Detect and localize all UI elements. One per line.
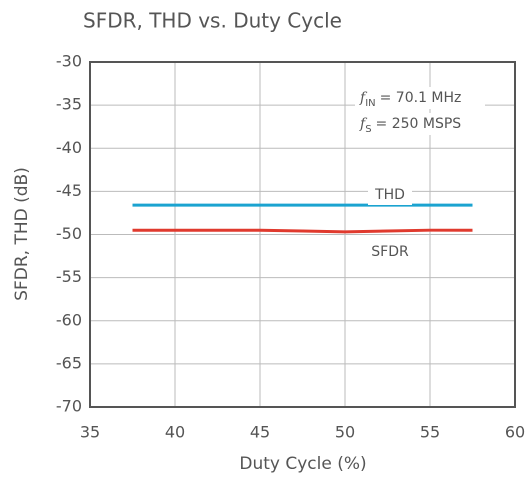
series-label: SFDR <box>371 244 409 260</box>
annotation-symbol: f <box>359 116 368 132</box>
plot-frame <box>89 61 516 408</box>
annotation: fIN = 70.1 MHz <box>359 90 461 109</box>
series-line <box>132 228 473 234</box>
annotation-text: = 250 MSPS <box>376 116 462 132</box>
x-tick-label: 55 <box>420 423 440 442</box>
y-tick-label: -40 <box>56 138 82 157</box>
annotation-sub: S <box>365 124 371 135</box>
y-tick-label: -35 <box>56 95 82 114</box>
y-tick-label: -45 <box>56 181 82 200</box>
annotation: fS = 250 MSPS <box>359 116 461 135</box>
annotation-bg <box>355 113 485 135</box>
y-axis-label: SFDR, THD (dB) <box>12 167 32 301</box>
x-tick-label: 45 <box>250 423 270 442</box>
x-axis-label: Duty Cycle (%) <box>239 454 366 474</box>
x-tick-label: 60 <box>505 423 525 442</box>
y-tick-label: -65 <box>56 353 82 372</box>
chart-title: SFDR, THD vs. Duty Cycle <box>83 9 342 33</box>
annotation-text: = 70.1 MHz <box>380 90 462 106</box>
y-tick-label: -50 <box>56 224 82 243</box>
y-tick-label: -60 <box>56 310 82 329</box>
annotation-symbol: f <box>359 90 368 106</box>
annotation-bg <box>355 87 485 109</box>
x-tick-label: 40 <box>165 423 185 442</box>
series-label: THD <box>374 187 405 203</box>
y-tick-label: -55 <box>56 267 82 286</box>
label-bg <box>368 185 412 205</box>
x-tick-label: 50 <box>335 423 355 442</box>
x-tick-label: 35 <box>80 423 100 442</box>
y-tick-label: -30 <box>56 52 82 71</box>
y-tick-label: -70 <box>56 397 82 416</box>
annotation-sub: IN <box>365 98 375 109</box>
